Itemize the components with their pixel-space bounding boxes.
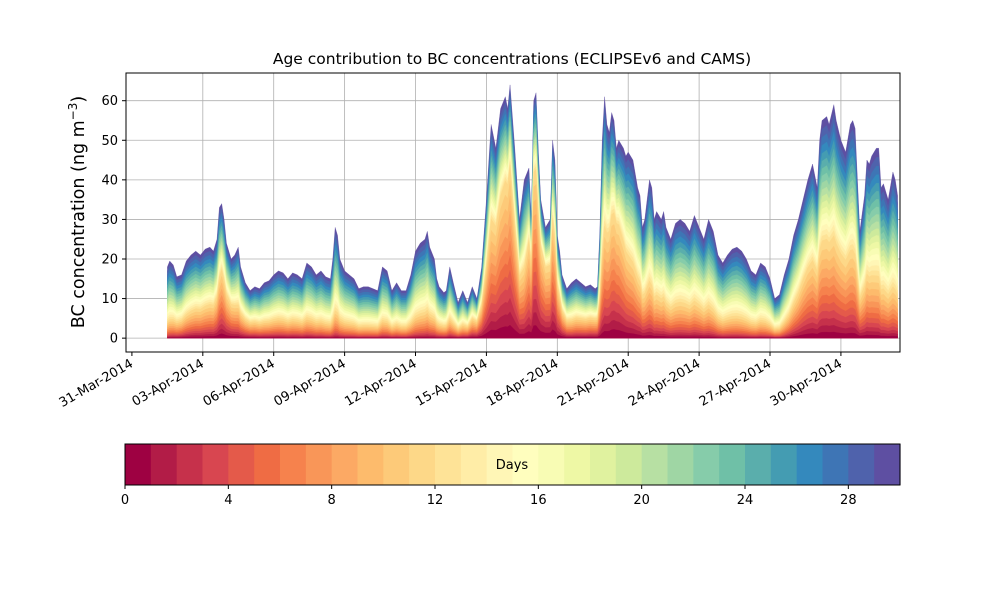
chart-title: Age contribution to BC concentrations (E… [273, 50, 751, 68]
colorbar-swatch-21 [667, 444, 694, 485]
y-tick-label: 0 [110, 332, 118, 347]
colorbar-swatch-10 [383, 444, 410, 485]
y-tick-label: 40 [101, 173, 118, 188]
x-tick-label: 18-Apr-2014 [484, 356, 561, 409]
y-tick-label: 20 [101, 253, 118, 268]
colorbar-tick-label: 8 [328, 493, 336, 508]
colorbar-tick-label: 24 [737, 493, 754, 508]
x-tick-label: 24-Apr-2014 [626, 356, 703, 409]
x-tick-label: 21-Apr-2014 [555, 356, 632, 409]
colorbar-label: Days [496, 458, 529, 473]
colorbar-tick-label: 16 [530, 493, 547, 508]
x-tick-label: 03-Apr-2014 [130, 356, 207, 409]
colorbar-swatch-7 [305, 444, 333, 485]
colorbar-swatch-20 [641, 444, 669, 485]
x-axis-ticks: 31-Mar-201403-Apr-201406-Apr-201409-Apr-… [57, 352, 845, 411]
y-axis-label-exponent: −3 [66, 103, 80, 121]
plot-area: 31-Mar-201403-Apr-201406-Apr-201409-Apr-… [57, 72, 901, 411]
colorbar-ticks: 0 4 8 12 16 20 24 28 [121, 485, 857, 508]
colorbar-swatch-27 [822, 444, 849, 485]
x-tick-label: 12-Apr-2014 [342, 356, 419, 409]
colorbar-swatch-28 [848, 444, 875, 485]
colorbar-swatch-14 [486, 444, 514, 485]
colorbar-swatch-4 [228, 444, 255, 485]
colorbar-swatch-26 [796, 444, 824, 485]
colorbar-swatch-29 [874, 444, 901, 485]
colorbar-tick-label: 20 [633, 493, 650, 508]
y-tick-label: 10 [101, 292, 118, 307]
colorbar-swatch-11 [409, 444, 436, 485]
colorbar-swatch-0 [125, 444, 152, 485]
colorbar-swatch-22 [693, 444, 720, 485]
y-axis-label: BC concentration (ng m−3) [66, 96, 89, 328]
axes-frame [125, 72, 901, 353]
colorbar: Days 0 4 8 12 16 20 24 28 [121, 443, 901, 508]
colorbar-swatches [125, 444, 901, 485]
colorbar-swatch-9 [357, 444, 384, 485]
x-tick-label: 09-Apr-2014 [271, 356, 348, 409]
colorbar-tick-label: 0 [121, 493, 129, 508]
age-band-0-1-days [167, 324, 898, 339]
colorbar-swatch-13 [460, 444, 488, 485]
x-tick-label: 31-Mar-2014 [57, 356, 136, 410]
y-tick-label: 30 [101, 213, 118, 228]
x-tick-label: 15-Apr-2014 [413, 356, 490, 409]
colorbar-tick-label: 4 [224, 493, 232, 508]
colorbar-tick-label: 28 [840, 493, 857, 508]
colorbar-tick-label: 12 [427, 493, 444, 508]
colorbar-swatch-8 [331, 444, 359, 485]
y-axis-label-close: ) [69, 96, 89, 103]
age-band-2-3-days [167, 297, 898, 339]
colorbar-frame [124, 443, 901, 486]
colorbar-swatch-2 [176, 444, 204, 485]
colorbar-swatch-16 [538, 444, 565, 485]
y-axis-label-main: BC concentration (ng m [69, 120, 89, 328]
colorbar-swatch-6 [280, 444, 307, 485]
colorbar-swatch-25 [770, 444, 798, 485]
colorbar-swatch-5 [254, 444, 281, 485]
colorbar-swatch-24 [745, 444, 772, 485]
colorbar-swatch-23 [719, 444, 746, 485]
colorbar-swatch-3 [202, 444, 229, 485]
y-tick-label: 60 [101, 94, 118, 109]
colorbar-swatch-18 [590, 444, 617, 485]
colorbar-swatch-17 [564, 444, 591, 485]
x-tick-label: 06-Apr-2014 [201, 356, 278, 409]
colorbar-swatch-1 [150, 444, 178, 485]
age-band-1-2-days [167, 311, 898, 339]
y-tick-label: 50 [101, 134, 118, 149]
colorbar-swatch-15 [512, 444, 539, 485]
x-tick-label: 27-Apr-2014 [697, 356, 774, 409]
colorbar-swatch-12 [435, 444, 462, 485]
stacked-area-series [167, 84, 898, 339]
y-axis-ticks: 0 10 20 30 40 50 60 [101, 94, 126, 347]
x-tick-label: 30-Apr-2014 [768, 356, 845, 409]
colorbar-swatch-19 [615, 444, 643, 485]
